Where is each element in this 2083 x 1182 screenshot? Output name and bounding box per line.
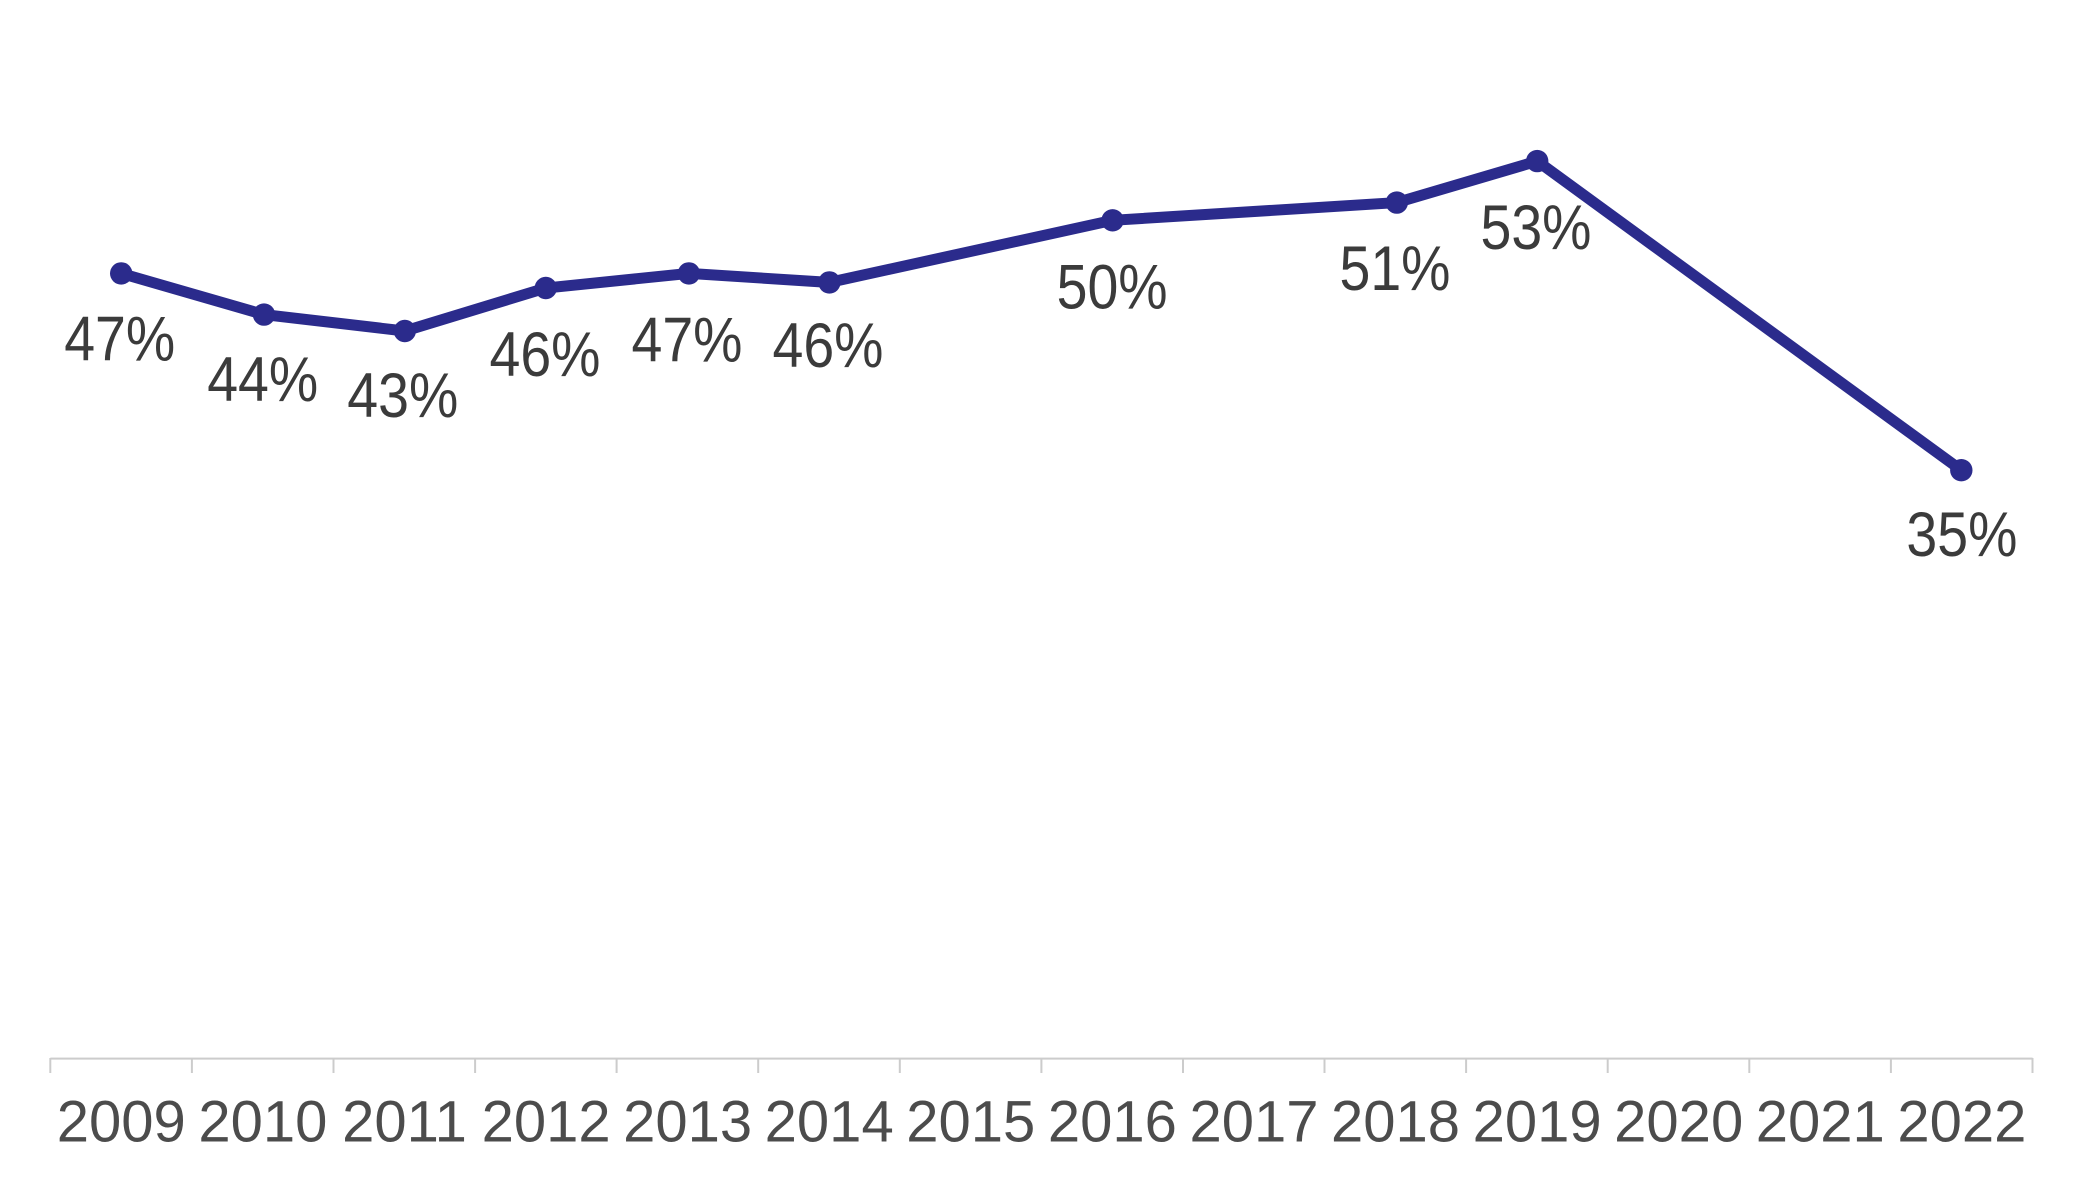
svg-text:43%: 43% (347, 361, 458, 431)
svg-text:2013: 2013 (623, 1090, 752, 1155)
svg-text:2019: 2019 (1473, 1090, 1602, 1155)
svg-text:50%: 50% (1057, 252, 1168, 322)
svg-text:2010: 2010 (198, 1090, 327, 1155)
svg-text:2015: 2015 (906, 1090, 1035, 1155)
svg-text:2014: 2014 (765, 1090, 894, 1155)
svg-text:2017: 2017 (1189, 1090, 1318, 1155)
svg-text:46%: 46% (773, 311, 884, 381)
svg-text:44%: 44% (207, 345, 318, 415)
svg-text:35%: 35% (1906, 500, 2017, 570)
svg-text:51%: 51% (1340, 234, 1451, 304)
svg-text:2011: 2011 (342, 1090, 467, 1155)
svg-text:2021: 2021 (1756, 1090, 1885, 1155)
svg-text:53%: 53% (1481, 193, 1592, 263)
svg-text:2018: 2018 (1331, 1090, 1460, 1155)
svg-text:2009: 2009 (57, 1090, 186, 1155)
svg-text:46%: 46% (490, 320, 601, 390)
svg-text:2012: 2012 (482, 1090, 611, 1155)
svg-text:2020: 2020 (1614, 1090, 1743, 1155)
svg-text:47%: 47% (632, 305, 743, 375)
svg-text:47%: 47% (64, 304, 175, 374)
svg-text:2016: 2016 (1048, 1090, 1177, 1155)
svg-text:2022: 2022 (1897, 1090, 2026, 1155)
